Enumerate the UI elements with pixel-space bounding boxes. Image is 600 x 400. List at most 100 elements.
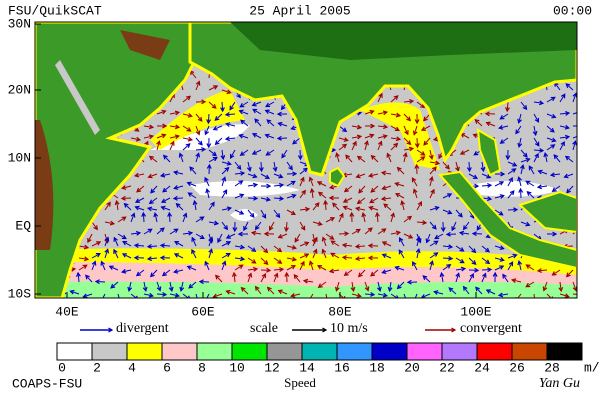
arrow-head [172,170,179,176]
wind-arrow [429,189,435,199]
arrow-head [439,271,445,278]
arrow-head [505,107,510,113]
wind-arrow [134,244,145,247]
arrow-head [476,225,482,231]
wind-arrow [124,203,132,211]
wind-arrow [182,137,192,141]
map-frame [34,21,578,299]
colorbar-tick-label: 6 [163,360,171,375]
wind-arrow [226,123,236,127]
wind-arrow [440,273,444,283]
arrow-head [127,286,133,292]
arrow-head [197,140,203,146]
arrow-head [162,154,168,160]
wind-arrow [182,232,192,235]
wind-arrow [414,293,418,298]
arrow-head [361,211,367,218]
wind-arrow [494,257,504,261]
wind-arrow [243,221,249,231]
arrow-head [519,164,525,170]
arrow-head [251,150,257,155]
arrow-head [304,241,310,247]
colorbar-tick-label: 12 [264,360,280,375]
arrow-head [380,170,387,176]
arrow-head [513,207,519,213]
arrow-head [417,201,422,207]
arrow-head [192,199,198,206]
wind-arrow [403,125,409,135]
arrow-head [473,150,479,156]
lat-label: EQ [15,218,31,233]
wind-arrow [247,184,257,187]
arrow-head [408,146,415,152]
wind-arrow [247,257,256,264]
arrow-head [159,227,165,233]
arrow-head [394,181,400,187]
arrow-head [178,152,184,158]
arrow-head [174,134,181,140]
wind-arrow [559,141,565,151]
arrow-head [551,137,557,143]
arrow-head [432,136,439,142]
wind-arrow [403,113,411,121]
wind-arrow [273,184,283,187]
wind-arrow [355,257,366,260]
wind-arrow [215,137,223,145]
arrow-head [69,289,75,295]
wind-arrow [299,261,305,271]
arrow-head [536,184,543,190]
arrow-head [291,245,297,250]
arrow-head [309,187,315,194]
wind-arrow [486,122,496,127]
wind-arrow [174,269,184,273]
arrow-head [239,256,246,262]
arrow-head [284,227,289,233]
wind-arrow [572,293,577,295]
arrow-head [100,297,102,298]
wind-arrow [260,257,268,265]
wind-arrow [247,268,257,271]
arrow-head [423,140,429,146]
wind-arrow [78,245,88,249]
wind-arrow [343,206,353,211]
arrow-head [224,166,230,172]
wind-arrow [351,135,361,139]
wind-arrow [537,269,548,272]
wind-arrow [156,110,166,115]
wind-arrow [161,206,171,211]
lon-label: 80E [328,304,352,319]
wind-arrow [403,233,413,239]
wind-arrow [147,257,158,260]
colorbar-tick-label: 0 [58,360,66,375]
arrow-head [238,180,244,185]
wind-arrow [343,244,353,247]
arrow-head [168,286,174,293]
wind-arrow [252,133,262,139]
arrow-head [134,205,140,211]
arrow-head [469,272,474,279]
wind-arrow [299,167,308,175]
wind-arrow [377,135,387,139]
colorbar-swatch [336,342,373,361]
arrow-head [352,140,357,146]
wind-arrow [285,221,288,232]
arrow-head [515,129,520,135]
wind-arrow [387,153,392,163]
wind-arrow [292,137,301,145]
wind-arrow [195,233,205,239]
wind-arrow [468,161,471,172]
arrow-head [186,265,192,270]
arrow-head [121,268,127,274]
wind-arrow [422,275,431,283]
arrow-head [204,130,209,136]
arrow-head [471,231,477,237]
wind-arrow [416,221,427,224]
arrow-head [252,173,258,179]
arrow-head [276,135,282,141]
wind-arrow [515,125,522,134]
arrow-head [317,191,323,197]
wind-arrow [208,202,215,211]
wind-arrow [294,233,301,242]
arrow-head [382,110,389,116]
arrow-head [106,201,111,207]
